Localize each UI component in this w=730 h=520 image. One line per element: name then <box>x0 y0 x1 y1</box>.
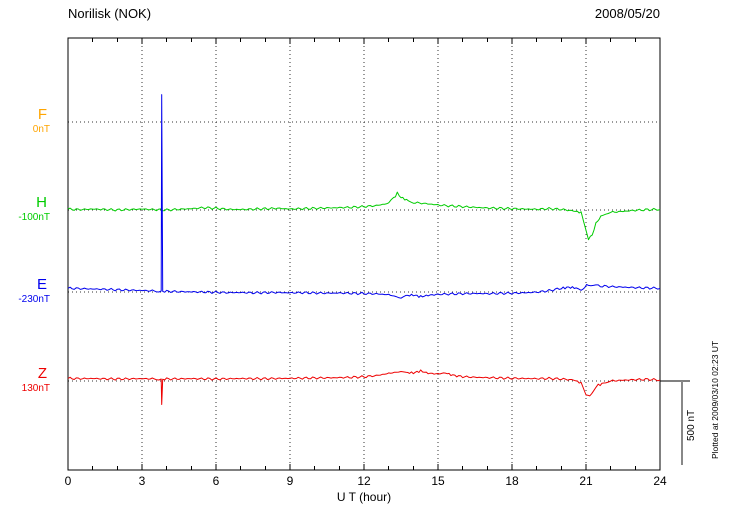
scale-bar-label: 500 nT <box>686 409 697 441</box>
x-tick-label: 18 <box>505 474 519 488</box>
x-tick-label: 15 <box>431 474 445 488</box>
series-baseline-Z: 130nT <box>21 383 50 394</box>
plotted-at-note: Plotted at 2009/03/10 02:23 UT <box>710 340 720 460</box>
series-baseline-E: -230nT <box>18 294 50 305</box>
series-label-H: H <box>36 194 47 211</box>
series-label-E: E <box>36 276 47 293</box>
x-tick-label: 0 <box>64 474 72 488</box>
x-tick-label: 9 <box>286 474 294 488</box>
x-tick-label: 3 <box>138 474 146 488</box>
series-baseline-F: 0nT <box>32 124 50 135</box>
x-axis-label: U T (hour) <box>336 490 392 504</box>
x-tick-label: 21 <box>579 474 593 488</box>
station-title: Norilisk (NOK) <box>68 6 152 21</box>
date-label: 2008/05/20 <box>594 6 660 21</box>
x-tick-label: 12 <box>357 474 371 488</box>
series-label-F: F <box>37 106 47 123</box>
x-tick-label: 6 <box>212 474 220 488</box>
series-baseline-H: -100nT <box>18 212 50 223</box>
x-tick-label: 24 <box>653 474 667 488</box>
series-label-Z: Z <box>37 365 47 382</box>
